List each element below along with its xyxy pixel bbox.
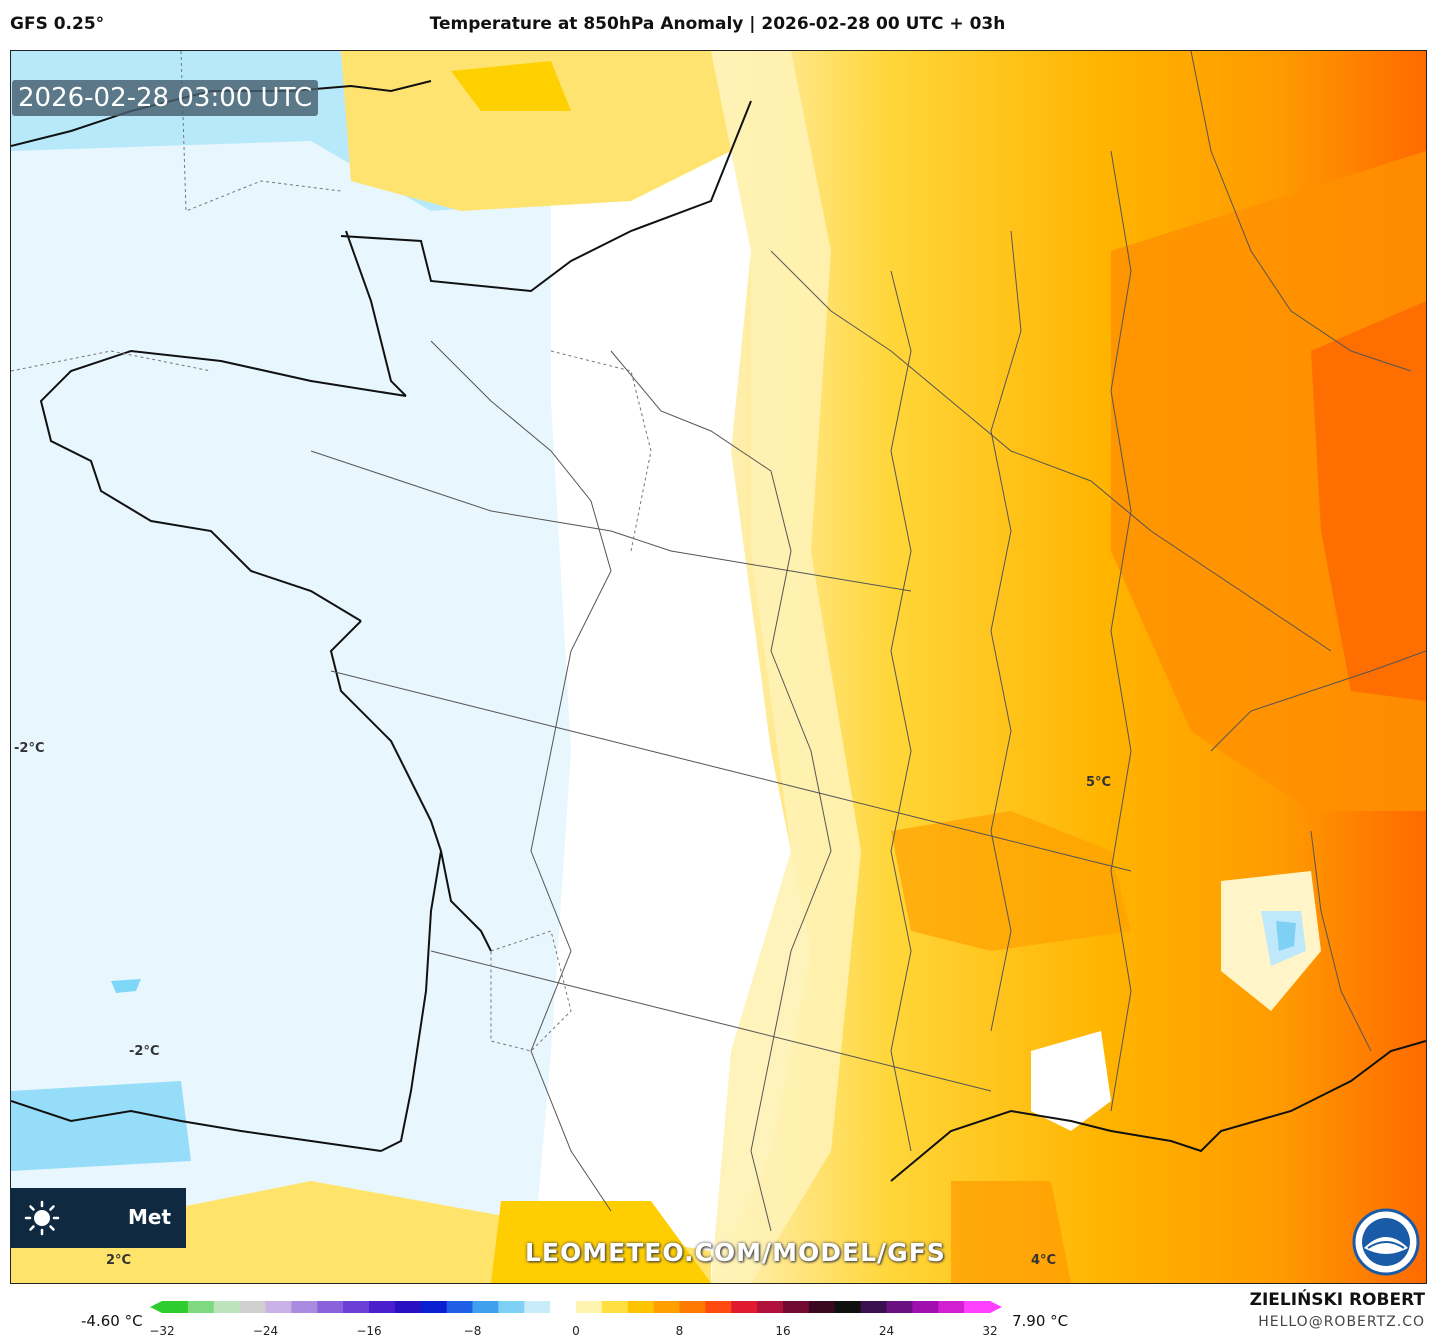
colorbar-tick-label: 8: [675, 1324, 684, 1338]
contour-label: -2°C: [129, 1044, 160, 1059]
colorbar-swatch: [550, 1301, 577, 1313]
colorbar-swatch: [938, 1301, 965, 1313]
colorbar-swatch: [886, 1301, 913, 1313]
colorbar-max-arrow: [990, 1301, 1002, 1313]
colorbar-tick-label: 24: [878, 1324, 895, 1338]
colorbar-swatch: [498, 1301, 525, 1313]
colorbar-swatch: [524, 1301, 551, 1313]
colorbar-tick-label: 0: [572, 1324, 580, 1338]
colorbar-tick-label: −8: [463, 1324, 482, 1338]
map-canvas: [11, 51, 1426, 1283]
colorbar-swatch: [343, 1301, 370, 1313]
chart-title: Temperature at 850hPa Anomaly | 2026-02-…: [429, 14, 1006, 34]
colorbar-swatch: [162, 1301, 189, 1313]
coastline: [11, 100, 1426, 1182]
contour-lines: [11, 51, 652, 1052]
colorbar-swatch: [291, 1301, 318, 1313]
author-email: HELLO@ROBERTZ.CO: [1258, 1314, 1425, 1330]
colorbar-tick-label: −24: [252, 1324, 279, 1338]
colorbar-tick-label: −16: [356, 1324, 382, 1338]
colorbar: [150, 1301, 1002, 1313]
timestamp-badge: 2026-02-28 03:00 UTC: [12, 80, 319, 116]
author-name: ZIELIŃSKI ROBERT: [1249, 1290, 1425, 1310]
temperature-anomaly-map: -2°C -2°C 2°C 5°C 4°C: [10, 50, 1427, 1284]
contour-label: 5°C: [1086, 775, 1112, 790]
colorbar-swatch: [808, 1301, 836, 1313]
colorbar-swatch: [679, 1301, 706, 1313]
colorbar-swatch: [265, 1301, 292, 1313]
colorbar-tick-label: −32: [149, 1324, 175, 1338]
colorbar-swatch: [317, 1301, 344, 1313]
contour-label: 2°C: [106, 1253, 132, 1268]
colorbar-min-arrow: [150, 1301, 162, 1313]
colorbar-swatch: [860, 1301, 887, 1313]
colorbar-swatch: [757, 1301, 784, 1313]
watermark: LEOMETEO.COM/MODEL/GFS: [525, 1238, 946, 1267]
contour-label: -2°C: [14, 741, 45, 756]
model-name: GFS 0.25°: [10, 14, 105, 34]
colorbar-swatch: [394, 1301, 422, 1313]
colorbar-swatch: [834, 1301, 862, 1313]
colorbar-swatch: [213, 1301, 241, 1313]
scale-max-label: 7.90 °C: [1012, 1312, 1069, 1330]
scale-min-label: -4.60 °C: [81, 1312, 143, 1330]
colorbar-swatch: [601, 1301, 629, 1313]
brand-box: Met: [10, 1188, 186, 1248]
contour-label: 4°C: [1031, 1253, 1057, 1268]
colorbar-swatch: [783, 1301, 810, 1313]
sun-icon: [24, 1200, 60, 1236]
colorbar-swatch: [731, 1301, 758, 1313]
region-borders: [310, 51, 1426, 1232]
colorbar-swatch: [187, 1301, 215, 1313]
colorbar-swatch: [446, 1301, 473, 1313]
colorbar-tick-label: 16: [775, 1324, 791, 1338]
colorbar-swatch: [627, 1301, 655, 1313]
colorbar-swatch: [369, 1301, 396, 1313]
noaa-logo: [1352, 1208, 1420, 1276]
colorbar-tick-label: 32: [982, 1324, 998, 1338]
colorbar-swatch: [912, 1301, 939, 1313]
colorbar-swatch: [576, 1301, 603, 1313]
colorbar-swatch: [420, 1301, 448, 1313]
colorbar-swatch: [239, 1301, 266, 1313]
brand-text: Met: [128, 1205, 172, 1229]
colorbar-swatch: [964, 1301, 991, 1313]
colorbar-swatch: [705, 1301, 732, 1313]
colorbar-swatch: [653, 1301, 680, 1313]
colorbar-swatch: [472, 1301, 499, 1313]
